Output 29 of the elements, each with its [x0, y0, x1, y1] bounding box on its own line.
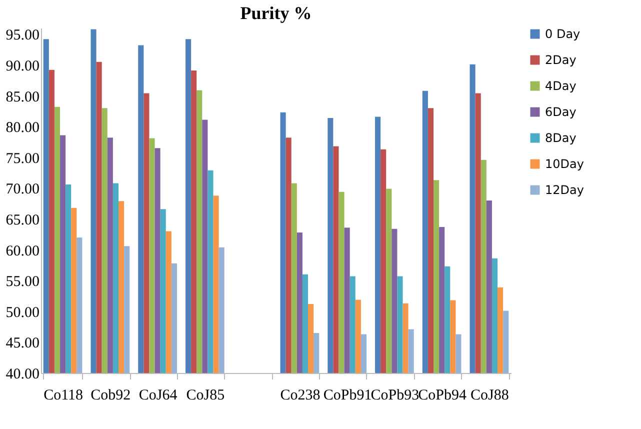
y-tick-label: 55.00	[6, 274, 40, 290]
y-tick-label: 60.00	[6, 243, 40, 260]
legend-label: 8Day	[545, 131, 576, 145]
y-tick-label: 50.00	[6, 304, 40, 321]
x-tick-label: CoPb94	[418, 388, 467, 404]
legend-label: 6Day	[545, 105, 576, 119]
legend-label: 10Day	[545, 157, 584, 171]
legend-label: 4Day	[545, 79, 576, 93]
legend-label: 2Day	[545, 53, 576, 67]
y-tick-label: 95.00	[6, 28, 40, 44]
x-tick-label: CoJ88	[470, 388, 509, 404]
y-tick-label: 70.00	[6, 182, 40, 198]
x-tick-label: Co118	[44, 388, 84, 404]
y-tick-label: 40.00	[6, 366, 40, 382]
legend-label: 0 Day	[545, 27, 580, 41]
x-tick-label: Cob92	[90, 388, 131, 404]
y-tick-label: 75.00	[6, 150, 40, 167]
legend-label: 12Day	[545, 183, 584, 197]
y-tick-label: 45.00	[6, 336, 40, 352]
x-tick-label: CoJ85	[186, 388, 225, 404]
x-tick-label: CoPb93	[370, 388, 420, 404]
y-tick-label: 85.00	[6, 89, 40, 106]
y-tick-label: 65.00	[6, 212, 40, 228]
x-tick-label: Co238	[280, 388, 320, 404]
chart-title: Purity %	[240, 3, 312, 24]
y-tick-label: 80.00	[6, 120, 40, 136]
x-tick-label: CoJ64	[138, 388, 178, 404]
x-tick-label: CoPb91	[323, 388, 372, 404]
y-tick-label: 90.00	[6, 58, 40, 74]
